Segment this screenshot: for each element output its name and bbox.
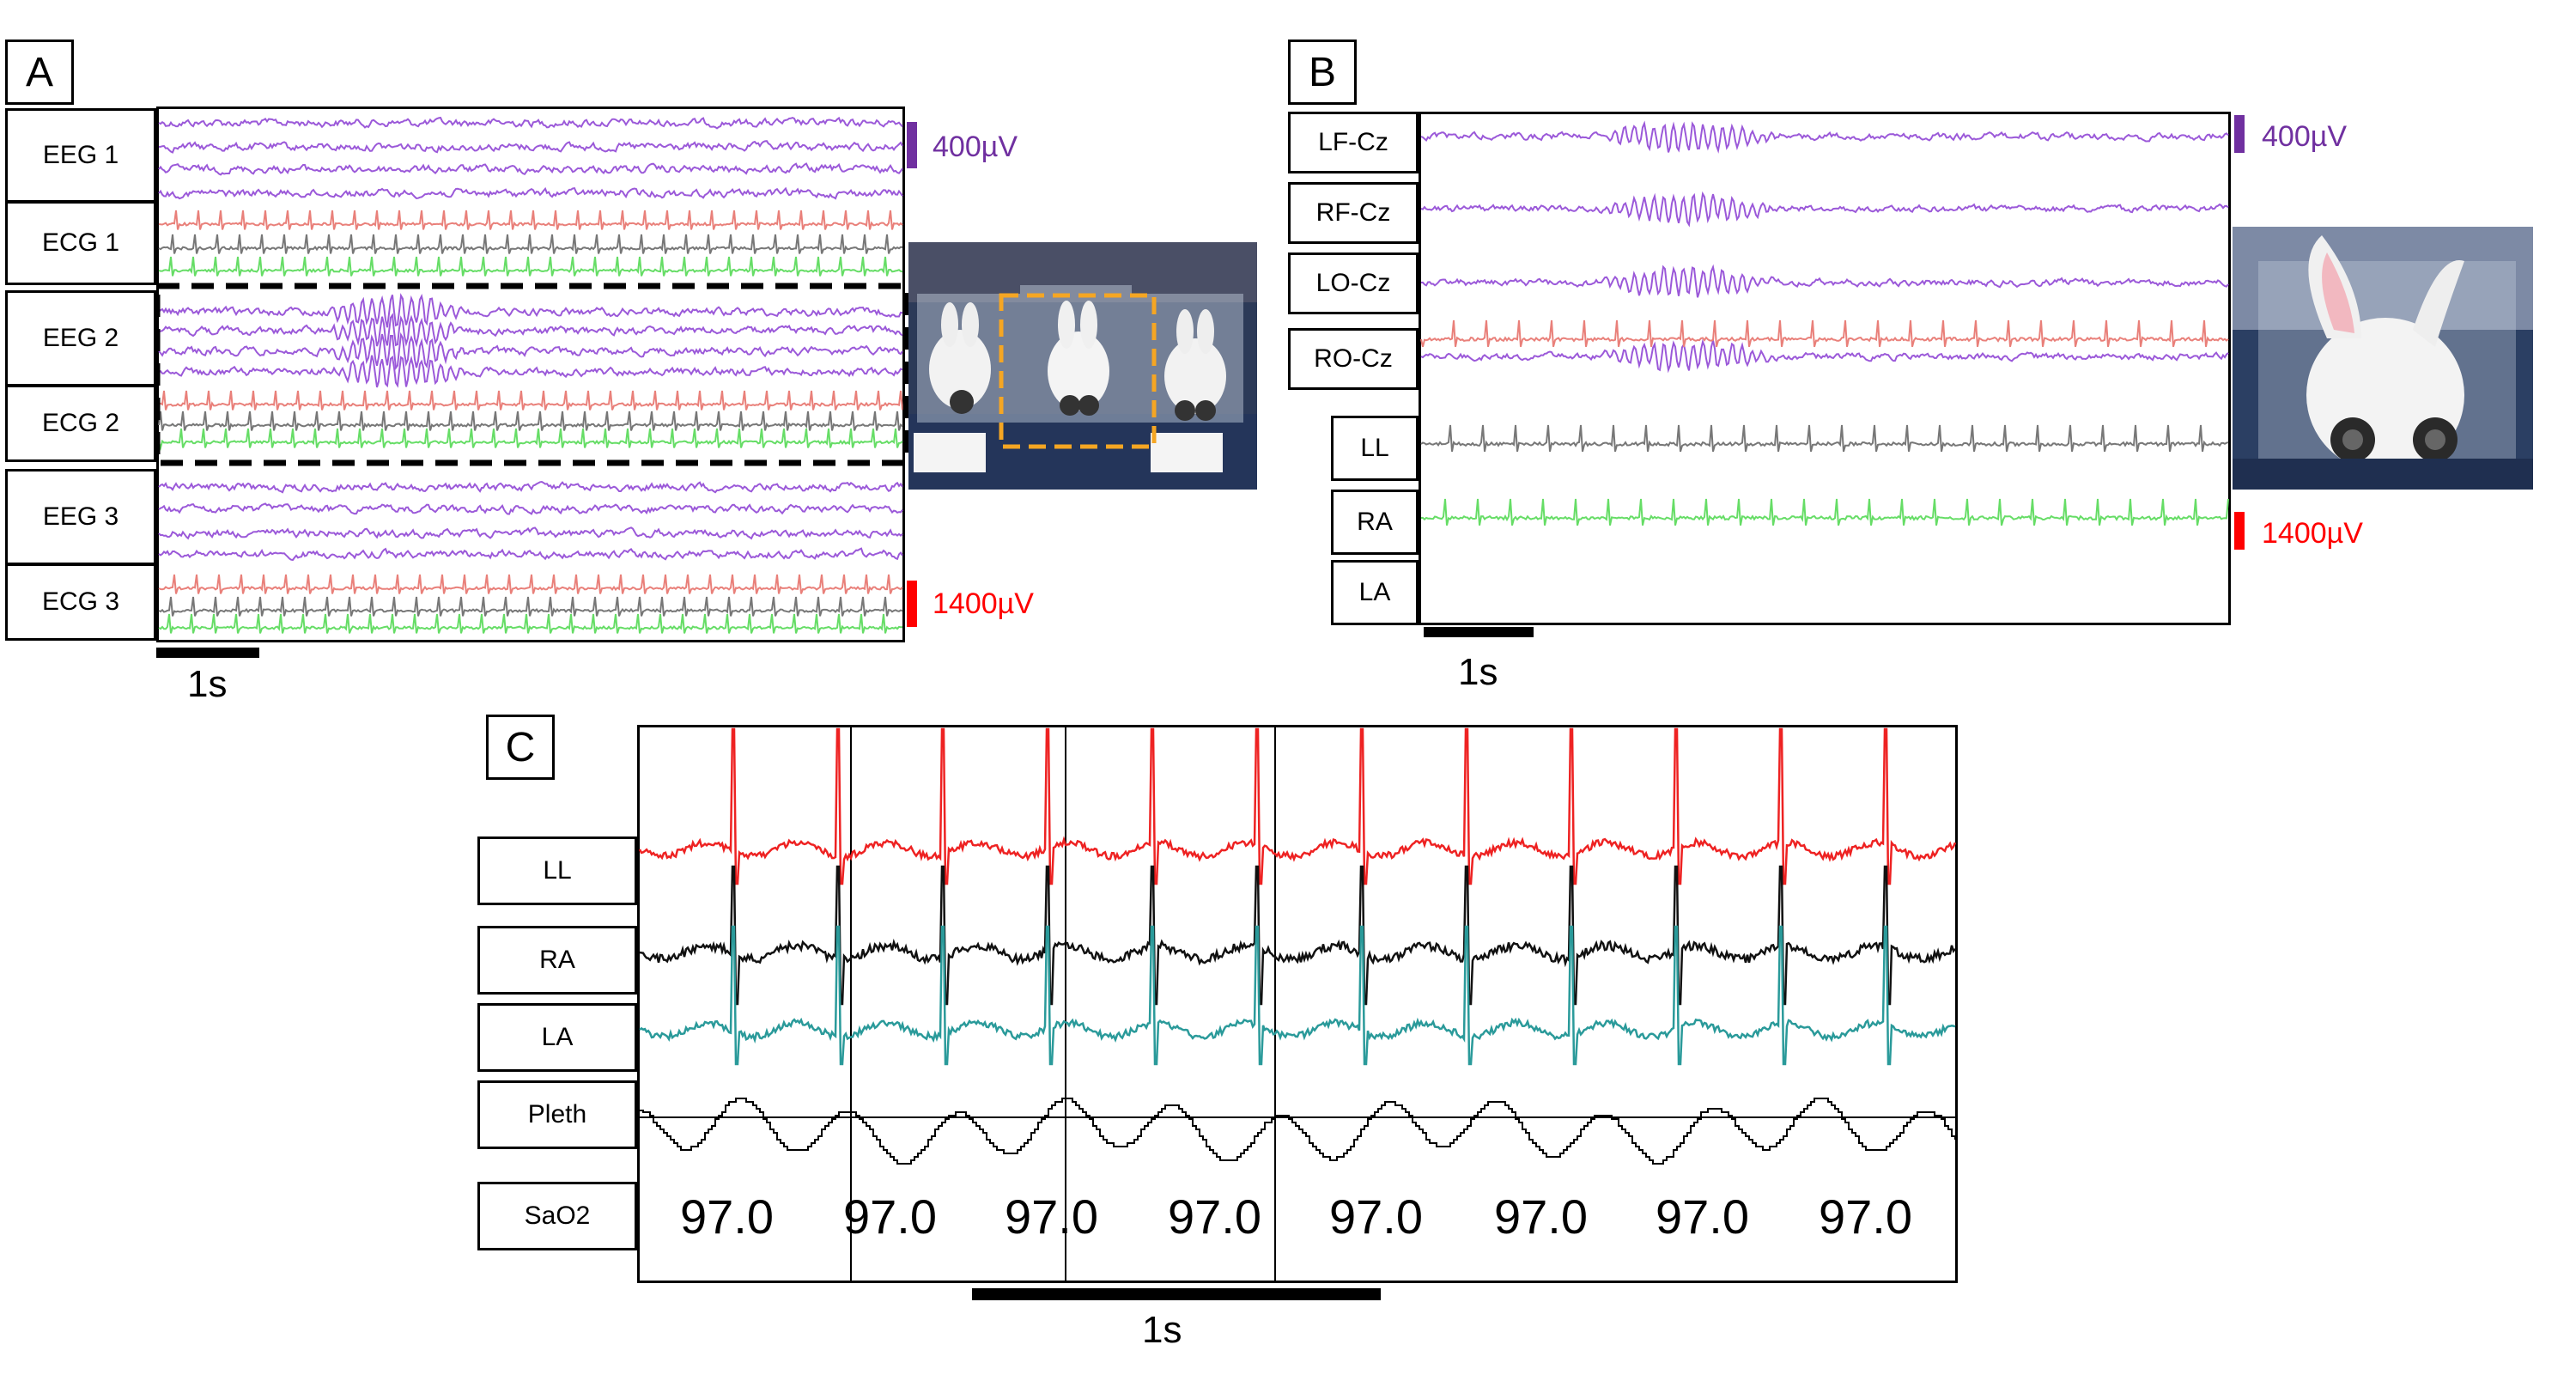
eeg-trace — [1420, 120, 2229, 154]
eeg-trace — [158, 355, 903, 388]
channel-label-eeg2: EEG 2 — [5, 290, 156, 386]
sao2-value: 97.0 — [680, 1189, 774, 1244]
ecg-trace — [158, 390, 903, 411]
channel-label-sao2: SaO2 — [477, 1182, 637, 1250]
panel-b-traces — [1420, 120, 2229, 526]
channel-label-la-c: LA — [477, 1003, 637, 1072]
eeg-trace — [158, 116, 903, 130]
channel-label-lf-cz: LF-Cz — [1288, 112, 1419, 173]
eeg-trace — [1420, 191, 2229, 228]
sao2-value: 97.0 — [1656, 1189, 1749, 1244]
eeg-trace — [158, 526, 903, 540]
eeg-trace — [158, 332, 903, 370]
panel-c-trace-box — [637, 725, 1958, 1283]
channel-label-ll-c: LL — [477, 837, 637, 905]
panel-a-letter: A — [5, 40, 74, 105]
sao2-value: 97.0 — [1329, 1189, 1423, 1244]
panel-b-letter: B — [1288, 40, 1357, 105]
scale-label-b: 1s — [1458, 651, 1498, 693]
channel-label-ecg2: ECG 2 — [5, 385, 156, 462]
ecg-trace — [158, 411, 903, 431]
sao2-value: 97.0 — [1005, 1189, 1098, 1244]
rabbits-photo — [908, 242, 1257, 490]
panel-a-traces — [158, 116, 903, 634]
eeg-trace — [158, 140, 903, 154]
channel-label-ll-b: LL — [1331, 416, 1419, 481]
rabbit-closeup-photo — [2233, 227, 2533, 490]
ecg-trace — [1420, 498, 2229, 526]
ecg-trace — [158, 596, 903, 617]
channel-label-pleth: Pleth — [477, 1080, 637, 1149]
channel-label-la-b: LA — [1331, 560, 1419, 625]
scale-bar-b — [1424, 627, 1534, 637]
eeg-calibration-bar-b — [2234, 115, 2245, 153]
channel-label-ecg1: ECG 1 — [5, 201, 156, 285]
panel-c-traces — [638, 727, 1957, 1281]
eeg-calibration-label-b: 400µV — [2262, 120, 2347, 153]
eeg-trace — [158, 186, 903, 200]
ecg-trace — [1420, 424, 2229, 453]
ecg-calibration-label-b: 1400µV — [2262, 517, 2363, 550]
panel-c-letter: C — [486, 715, 555, 780]
eeg-trace — [158, 502, 903, 515]
scale-bar-a — [156, 648, 259, 658]
channel-label-ra-c: RA — [477, 926, 637, 995]
scale-bar-c — [972, 1288, 1381, 1300]
sao2-value: 97.0 — [843, 1189, 937, 1244]
eeg-trace — [1420, 338, 2229, 374]
eeg-trace — [158, 547, 903, 562]
la-ecg-trace — [639, 925, 1956, 1066]
channel-label-rf-cz: RF-Cz — [1288, 182, 1419, 244]
sao2-value: 97.0 — [1168, 1189, 1261, 1244]
eeg-trace — [158, 162, 903, 176]
pleth-trace — [640, 1098, 1956, 1165]
ra-ecg-trace — [639, 865, 1956, 1006]
eeg-trace — [158, 480, 903, 494]
ecg-trace — [158, 613, 902, 634]
eeg-calibration-label-a: 400µV — [933, 131, 1018, 163]
ecg-trace — [158, 234, 903, 254]
channel-label-ecg3: ECG 3 — [5, 563, 156, 641]
eeg-trace — [158, 293, 903, 328]
scale-label-a: 1s — [187, 663, 228, 705]
channel-label-ra-b: RA — [1331, 490, 1419, 555]
ll-ecg-trace — [638, 727, 1957, 885]
panel-b-trace-box — [1419, 112, 2231, 625]
channel-label-lo-cz: LO-Cz — [1288, 252, 1419, 314]
ecg-trace — [158, 574, 903, 594]
ecg-trace — [158, 256, 903, 277]
scale-label-c: 1s — [1142, 1309, 1182, 1351]
seizure-highlight-box — [154, 283, 909, 466]
sao2-value: 97.0 — [1819, 1189, 1912, 1244]
ecg-calibration-label-a: 1400µV — [933, 587, 1034, 620]
eeg-trace — [1420, 264, 2229, 298]
channel-label-ro-cz: RO-Cz — [1288, 328, 1419, 390]
ecg-calibration-bar-b — [2234, 512, 2245, 550]
eeg-trace — [158, 313, 903, 348]
sao2-value: 97.0 — [1494, 1189, 1588, 1244]
eeg-calibration-bar-a — [907, 122, 917, 168]
channel-label-eeg3: EEG 3 — [5, 469, 156, 565]
ecg-trace — [1420, 319, 2229, 348]
channel-label-eeg1: EEG 1 — [5, 108, 156, 203]
ecg-calibration-bar-a — [907, 581, 917, 627]
ecg-trace — [158, 428, 903, 452]
ecg-trace — [158, 210, 903, 230]
